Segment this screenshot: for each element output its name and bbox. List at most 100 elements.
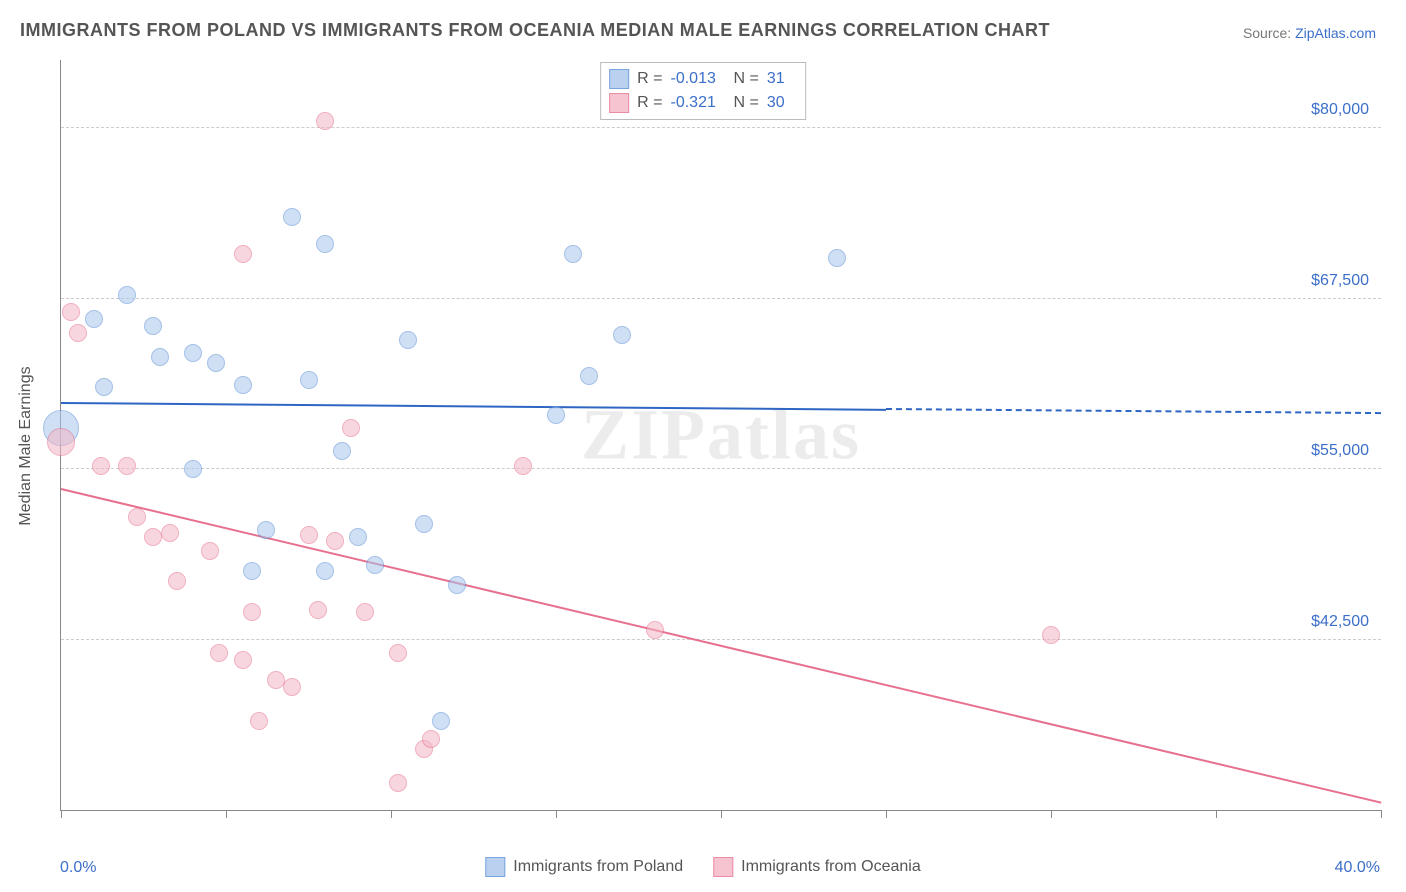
- x-tick-mark: [1051, 810, 1052, 818]
- scatter-marker: [62, 303, 80, 321]
- scatter-marker: [366, 556, 384, 574]
- scatter-marker: [389, 774, 407, 792]
- scatter-marker: [201, 542, 219, 560]
- legend-n-value: 31: [767, 70, 797, 88]
- scatter-marker: [243, 603, 261, 621]
- legend-swatch: [609, 93, 629, 113]
- scatter-marker: [243, 562, 261, 580]
- scatter-marker: [250, 712, 268, 730]
- scatter-marker: [316, 112, 334, 130]
- trend-line-dashed: [886, 408, 1381, 414]
- scatter-marker: [184, 460, 202, 478]
- legend-label: Immigrants from Poland: [513, 858, 683, 876]
- y-tick-label: $42,500: [1311, 613, 1369, 631]
- trend-line: [61, 402, 886, 411]
- legend-row: R = -0.321 N = 30: [609, 91, 797, 115]
- scatter-marker: [580, 367, 598, 385]
- scatter-marker: [300, 371, 318, 389]
- legend-r-label: R =: [637, 70, 662, 88]
- scatter-marker: [267, 671, 285, 689]
- legend-r-value: -0.013: [671, 70, 726, 88]
- scatter-marker: [300, 526, 318, 544]
- scatter-marker: [161, 524, 179, 542]
- scatter-marker: [349, 528, 367, 546]
- scatter-marker: [144, 317, 162, 335]
- scatter-marker: [92, 457, 110, 475]
- scatter-marker: [234, 376, 252, 394]
- scatter-marker: [316, 235, 334, 253]
- x-tick-mark: [1381, 810, 1382, 818]
- gridline: [61, 468, 1381, 469]
- scatter-marker: [828, 249, 846, 267]
- scatter-marker: [356, 603, 374, 621]
- legend-n-label: N =: [734, 94, 759, 112]
- scatter-marker: [118, 286, 136, 304]
- legend-n-label: N =: [734, 70, 759, 88]
- source-attribution: Source: ZipAtlas.com: [1243, 25, 1376, 41]
- legend-item: Immigrants from Oceania: [713, 857, 921, 877]
- scatter-marker: [184, 344, 202, 362]
- legend-r-label: R =: [637, 94, 662, 112]
- x-tick-mark: [61, 810, 62, 818]
- x-axis-min-label: 0.0%: [60, 859, 96, 877]
- scatter-marker: [448, 576, 466, 594]
- scatter-marker: [326, 532, 344, 550]
- scatter-marker: [85, 310, 103, 328]
- scatter-marker: [168, 572, 186, 590]
- scatter-marker: [333, 442, 351, 460]
- x-tick-mark: [391, 810, 392, 818]
- scatter-marker: [646, 621, 664, 639]
- scatter-marker: [257, 521, 275, 539]
- gridline: [61, 298, 1381, 299]
- y-tick-label: $80,000: [1311, 101, 1369, 119]
- scatter-marker: [69, 324, 87, 342]
- gridline: [61, 127, 1381, 128]
- legend-label: Immigrants from Oceania: [741, 858, 921, 876]
- scatter-marker: [514, 457, 532, 475]
- scatter-marker: [309, 601, 327, 619]
- scatter-marker: [210, 644, 228, 662]
- scatter-marker: [564, 245, 582, 263]
- y-tick-label: $67,500: [1311, 272, 1369, 290]
- x-tick-mark: [556, 810, 557, 818]
- y-tick-label: $55,000: [1311, 442, 1369, 460]
- scatter-marker: [415, 515, 433, 533]
- scatter-marker: [128, 508, 146, 526]
- gridline: [61, 639, 1381, 640]
- scatter-marker: [547, 406, 565, 424]
- legend-n-value: 30: [767, 94, 797, 112]
- scatter-marker: [118, 457, 136, 475]
- y-axis-label: Median Male Earnings: [17, 366, 35, 525]
- scatter-marker: [432, 712, 450, 730]
- legend-item: Immigrants from Poland: [485, 857, 683, 877]
- chart-plot-area: ZIPatlas $42,500$55,000$67,500$80,000: [60, 60, 1381, 811]
- x-tick-mark: [226, 810, 227, 818]
- scatter-marker: [234, 245, 252, 263]
- scatter-marker: [95, 378, 113, 396]
- x-tick-mark: [886, 810, 887, 818]
- series-legend: Immigrants from Poland Immigrants from Oc…: [485, 857, 920, 877]
- legend-r-value: -0.321: [671, 94, 726, 112]
- chart-title: IMMIGRANTS FROM POLAND VS IMMIGRANTS FRO…: [20, 20, 1050, 41]
- scatter-marker: [316, 562, 334, 580]
- legend-swatch: [713, 857, 733, 877]
- legend-swatch: [485, 857, 505, 877]
- scatter-marker: [207, 354, 225, 372]
- scatter-marker: [389, 644, 407, 662]
- correlation-legend: R = -0.013 N = 31 R = -0.321 N = 30: [600, 62, 806, 120]
- x-tick-mark: [721, 810, 722, 818]
- scatter-marker: [151, 348, 169, 366]
- scatter-marker: [47, 428, 75, 456]
- source-prefix: Source:: [1243, 25, 1295, 41]
- legend-row: R = -0.013 N = 31: [609, 67, 797, 91]
- scatter-marker: [613, 326, 631, 344]
- legend-swatch: [609, 69, 629, 89]
- scatter-marker: [399, 331, 417, 349]
- scatter-marker: [1042, 626, 1060, 644]
- x-axis-max-label: 40.0%: [1335, 859, 1380, 877]
- scatter-marker: [283, 678, 301, 696]
- source-link[interactable]: ZipAtlas.com: [1295, 25, 1376, 41]
- scatter-marker: [283, 208, 301, 226]
- scatter-marker: [422, 730, 440, 748]
- x-tick-mark: [1216, 810, 1217, 818]
